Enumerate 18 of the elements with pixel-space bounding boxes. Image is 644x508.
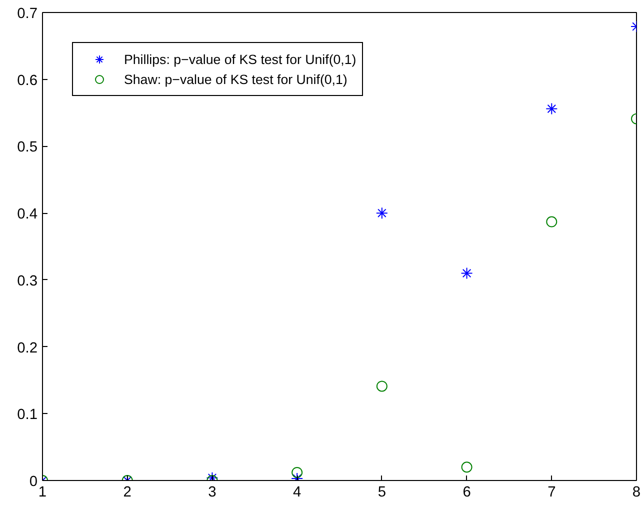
y-tick-label: 0.6 [17, 72, 38, 89]
y-tick-label: 0.1 [17, 407, 38, 424]
legend-label: Shaw: p−value of KS test for Unif(0,1) [124, 72, 348, 86]
x-tick-label: 6 [462, 484, 471, 500]
y-tick-label: 0.3 [17, 273, 38, 290]
x-tick-label: 8 [632, 484, 641, 500]
x-tick-label: 3 [208, 484, 216, 500]
y-tick-label: 0 [29, 474, 38, 490]
y-tick-label: 0.7 [17, 6, 38, 22]
x-tick-label: 5 [378, 484, 386, 500]
y-tick-label: 0.5 [17, 140, 38, 156]
x-tick-label: 1 [38, 484, 47, 500]
legend-label: Phillips: p−value of KS test for Unif(0,1) [124, 52, 356, 66]
y-tick-label: 0.2 [17, 340, 38, 356]
y-tick-label: 0.4 [17, 206, 38, 223]
x-tick-label: 2 [123, 484, 132, 500]
x-tick-label: 7 [548, 484, 556, 500]
x-tick-label: 4 [292, 484, 302, 500]
